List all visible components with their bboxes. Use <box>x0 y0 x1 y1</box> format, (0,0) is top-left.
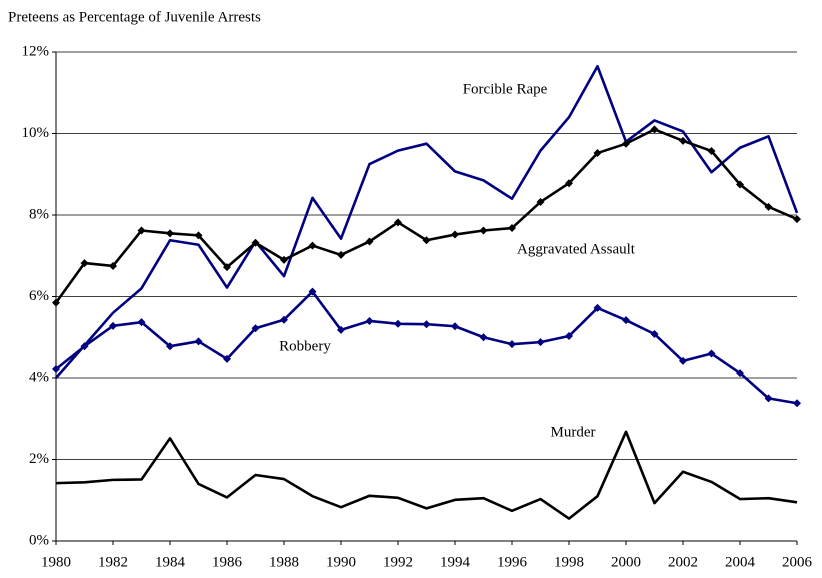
y-tick-label: 6% <box>29 288 49 304</box>
y-tick-label: 10% <box>22 125 50 141</box>
x-tick-label: 2002 <box>668 554 698 570</box>
x-tick-label: 2004 <box>725 554 756 570</box>
x-tick-label: 1990 <box>326 554 356 570</box>
series-line <box>55 290 798 405</box>
marker <box>280 315 288 324</box>
marker <box>593 303 602 312</box>
series-line <box>55 430 798 520</box>
x-tick-label: 1996 <box>497 554 528 570</box>
marker <box>223 263 231 272</box>
y-tick-label: 2% <box>29 451 49 467</box>
series-label: Aggravated Assault <box>517 241 636 257</box>
y-tick-label: 4% <box>29 369 49 385</box>
marker <box>736 180 744 189</box>
marker <box>536 338 545 347</box>
marker <box>536 197 545 206</box>
marker <box>166 229 174 238</box>
x-tick-label: 1986 <box>212 554 243 570</box>
marker <box>80 259 89 268</box>
marker <box>194 337 203 346</box>
marker <box>736 369 744 378</box>
x-tick-label: 1998 <box>554 554 584 570</box>
marker <box>137 226 146 235</box>
marker <box>565 179 573 188</box>
x-tick-label: 2006 <box>782 554 813 570</box>
marker <box>394 218 402 227</box>
marker <box>166 342 174 351</box>
marker <box>508 340 516 349</box>
marker <box>679 136 687 145</box>
marker <box>365 316 374 325</box>
marker <box>422 236 431 245</box>
series-label: Robbery <box>279 338 331 354</box>
x-tick-label: 1984 <box>155 554 186 570</box>
marker <box>337 250 345 259</box>
marker <box>223 354 231 363</box>
x-tick-label: 1992 <box>383 554 413 570</box>
x-tick-label: 1980 <box>41 554 71 570</box>
series-line <box>55 64 799 379</box>
marker <box>109 321 117 330</box>
marker <box>707 349 716 358</box>
marker <box>308 287 317 296</box>
chart-title: Preteens as Percentage of Juvenile Arres… <box>8 9 261 25</box>
y-tick-label: 8% <box>29 206 49 222</box>
marker <box>52 298 60 307</box>
marker <box>650 125 659 134</box>
y-tick-label: 12% <box>22 43 50 59</box>
series-label: Forcible Rape <box>463 81 548 97</box>
marker <box>451 230 459 239</box>
marker <box>565 332 573 341</box>
marker <box>337 325 345 334</box>
marker <box>251 238 260 247</box>
marker <box>622 316 630 325</box>
marker <box>764 394 773 403</box>
marker <box>137 318 146 327</box>
marker <box>764 202 773 211</box>
marker <box>109 261 117 270</box>
marker <box>365 237 374 246</box>
marker <box>622 139 630 148</box>
marker <box>251 324 260 333</box>
marker <box>394 319 402 328</box>
marker <box>194 231 203 240</box>
marker <box>707 147 716 156</box>
series-line <box>54 128 798 304</box>
marker <box>508 224 516 233</box>
x-tick-label: 1994 <box>440 554 471 570</box>
marker <box>451 322 459 331</box>
marker <box>52 365 60 374</box>
series-label: Murder <box>551 424 596 440</box>
marker <box>793 215 801 224</box>
marker <box>308 241 317 250</box>
x-tick-label: 2000 <box>611 554 641 570</box>
marker <box>793 399 801 408</box>
marker <box>280 255 288 264</box>
marker <box>80 342 89 351</box>
marker <box>479 226 488 235</box>
marker <box>479 333 488 342</box>
x-tick-label: 1982 <box>98 554 128 570</box>
marker <box>422 320 431 329</box>
marker <box>650 329 659 338</box>
marker <box>679 356 687 365</box>
marker <box>593 149 602 158</box>
y-tick-label: 0% <box>29 532 49 548</box>
x-tick-label: 1988 <box>269 554 299 570</box>
